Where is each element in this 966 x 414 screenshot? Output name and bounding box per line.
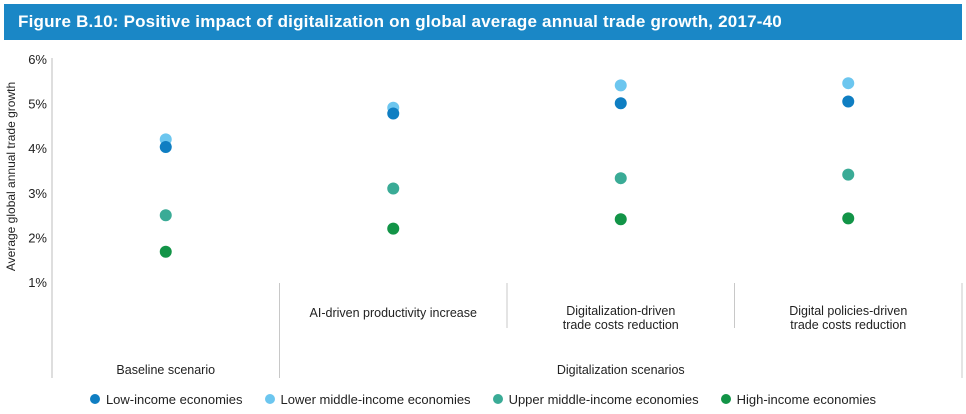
legend-item: Lower middle-income economies — [264, 391, 471, 407]
legend-item: Upper middle-income economies — [492, 391, 699, 407]
data-point — [159, 209, 172, 222]
category-label: AI-driven productivity increase — [310, 306, 477, 320]
y-tick-label: 3% — [28, 186, 47, 201]
y-axis-label: Average global annual trade growth — [4, 82, 18, 271]
data-point — [842, 95, 855, 108]
legend-marker — [720, 394, 731, 404]
data-point — [842, 212, 855, 225]
data-point — [387, 182, 400, 195]
legend-item: High-income economies — [720, 391, 877, 407]
legend-item: Low-income economies — [89, 391, 243, 407]
chart-area: 1% 2% 3% 4% 5% 6% Average global annual trade … — [4, 52, 963, 378]
category-label: Digitalization-driven — [566, 304, 675, 318]
data-point — [614, 172, 627, 185]
data-point — [387, 222, 400, 235]
category-label: trade costs reduction — [563, 318, 679, 332]
category-label: Digital policies-driven — [789, 304, 907, 318]
y-tick-label: 6% — [28, 52, 47, 67]
group-label: Baseline scenario — [116, 363, 215, 377]
y-tick-label: 2% — [28, 230, 47, 245]
legend-marker — [89, 394, 100, 404]
data-point — [614, 97, 627, 110]
legend-label: Upper middle-income economies — [508, 391, 699, 407]
data-point — [159, 140, 172, 153]
data-point — [387, 107, 400, 120]
legend-label: High-income economies — [736, 391, 877, 407]
legend-label: Low-income economies — [105, 391, 243, 407]
title-bar: Figure B.10: Positive impact of digitali… — [4, 4, 962, 40]
group-label: Digitalization scenarios — [557, 363, 685, 377]
data-point — [614, 213, 627, 226]
y-tick-label: 5% — [28, 97, 47, 112]
y-tick-label: 4% — [28, 141, 47, 156]
y-tick-label: 1% — [28, 275, 47, 290]
legend-label: Lower middle-income economies — [280, 391, 471, 407]
category-label: trade costs reduction — [790, 318, 906, 332]
data-point — [842, 77, 855, 90]
data-point — [614, 79, 627, 92]
legend-marker — [264, 394, 275, 404]
legend: Low-income economies Lower middle-income … — [0, 388, 966, 410]
legend-marker — [492, 394, 503, 404]
data-point — [842, 168, 855, 181]
chart-title: Figure B.10: Positive impact of digitali… — [18, 12, 782, 31]
data-point — [159, 245, 172, 258]
